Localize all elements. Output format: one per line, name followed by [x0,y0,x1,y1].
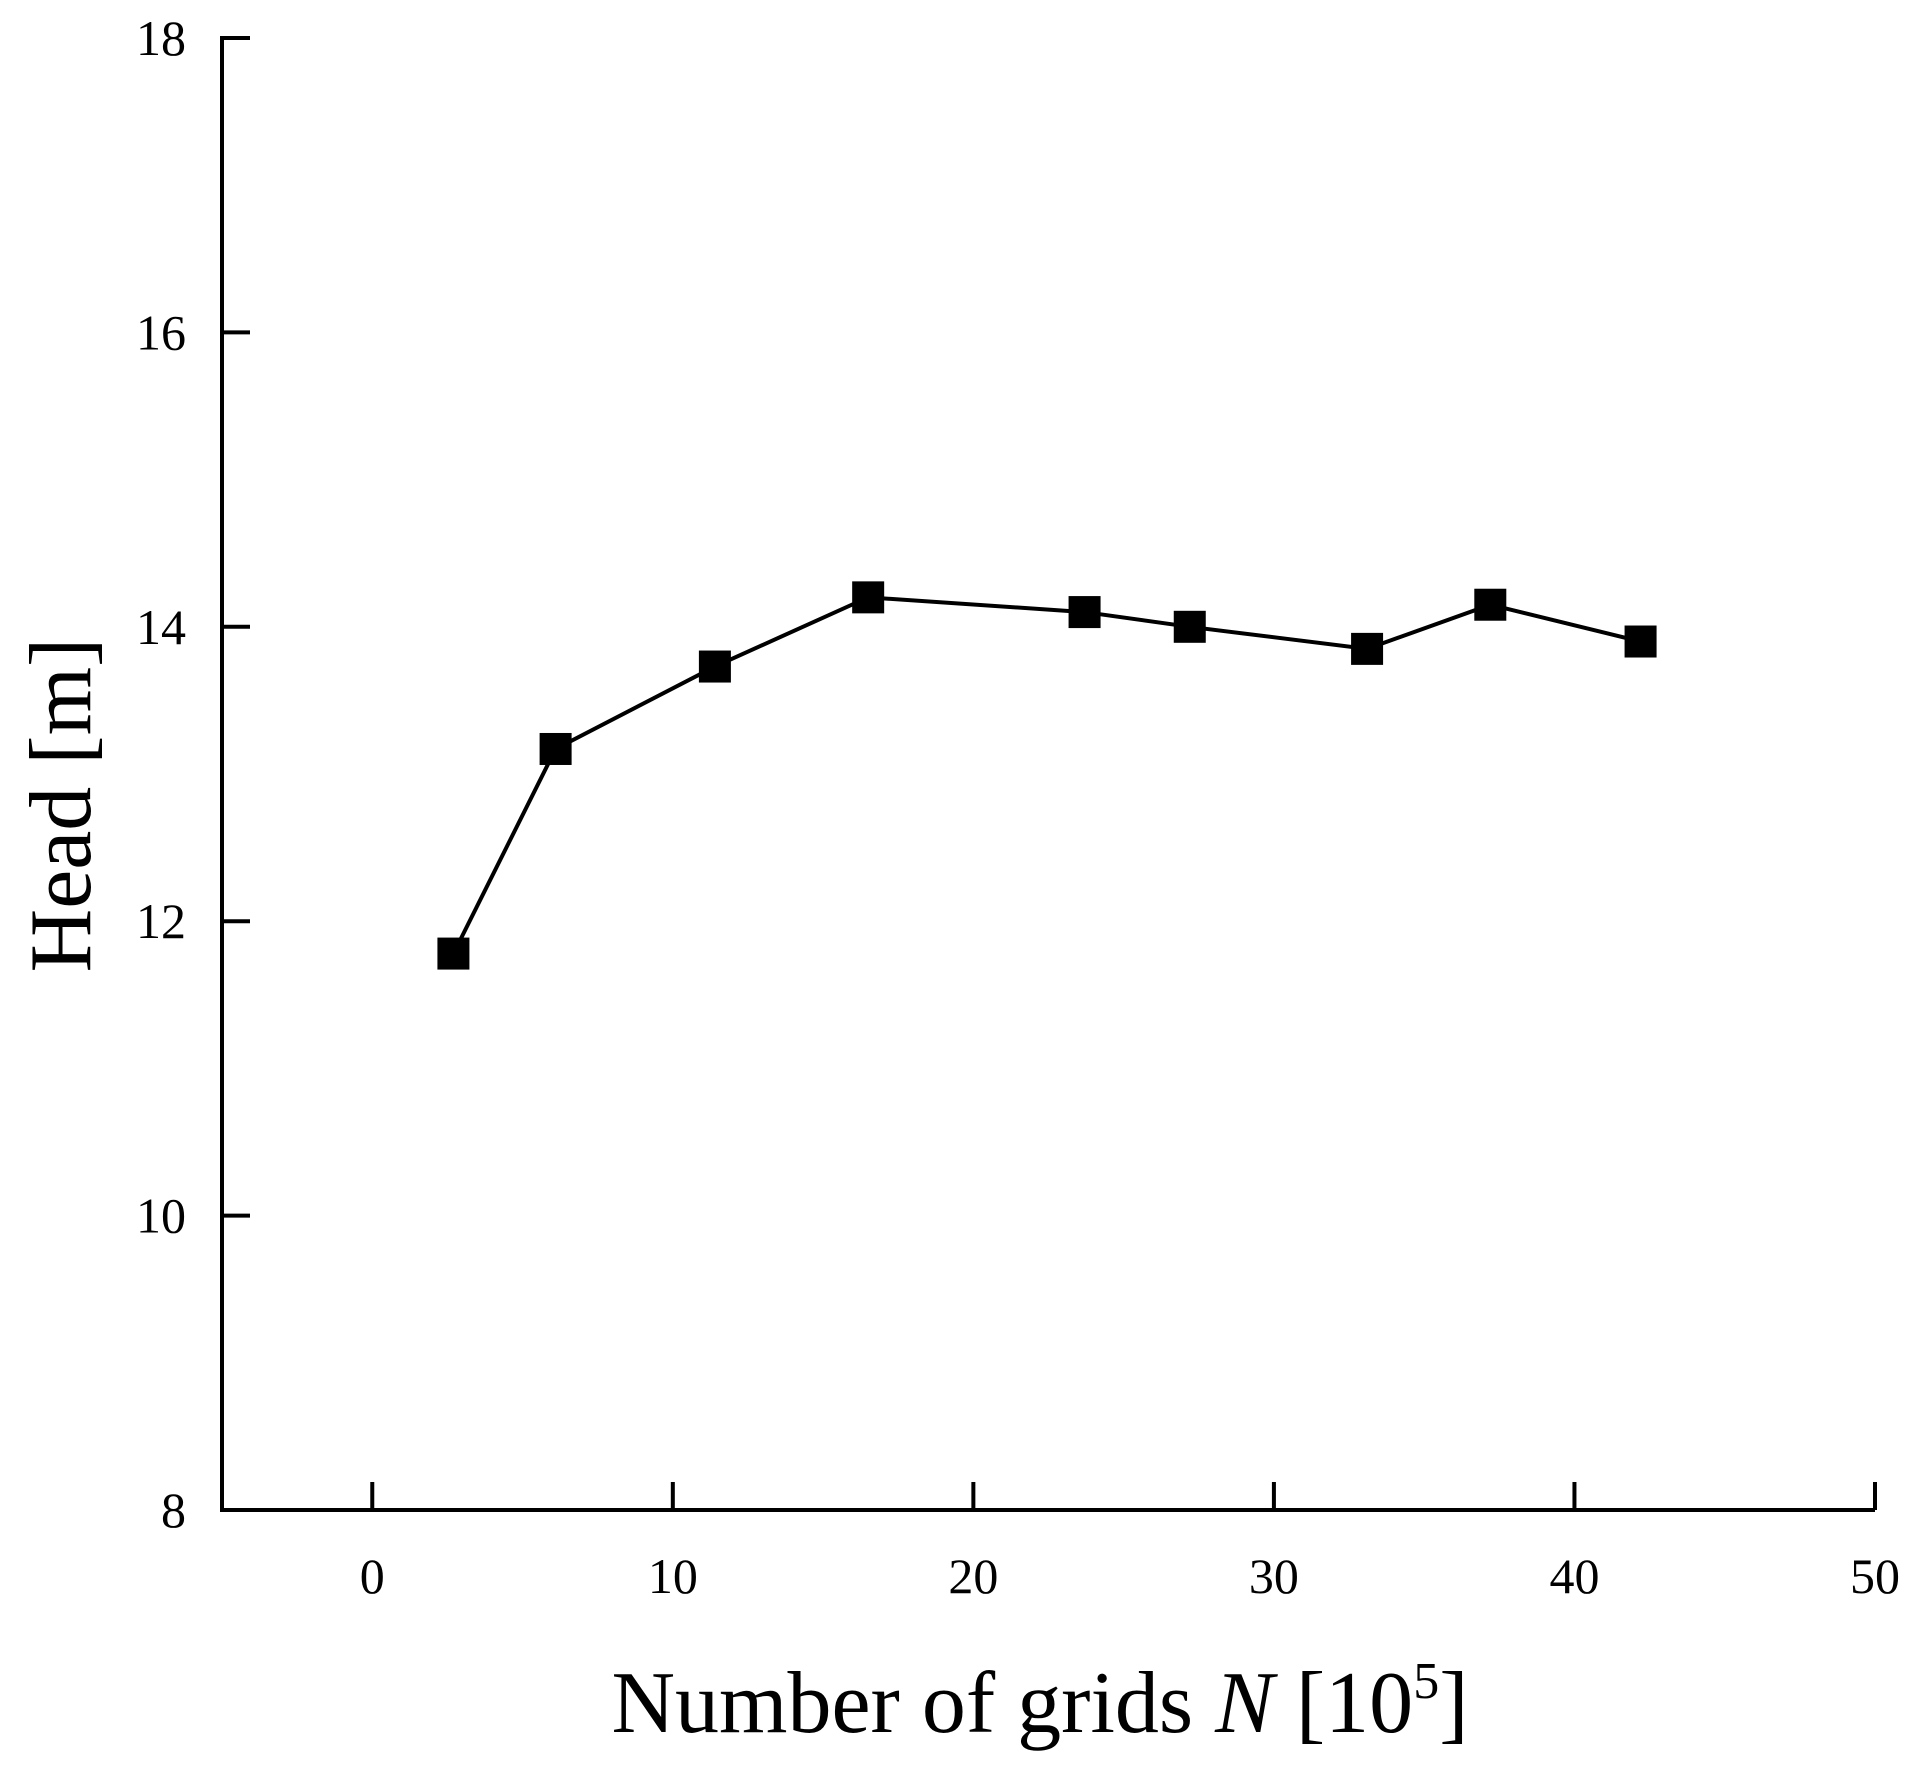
data-point-marker [1624,625,1657,658]
series-line [451,595,1642,955]
x-tick-label: 40 [1549,1548,1599,1604]
data-point-marker [1474,588,1507,621]
x-axis-title-text: Number of grids [612,1655,1194,1752]
y-axis-title: Head [m] [13,638,110,973]
data-point-marker [1351,632,1384,665]
x-tick-label: 0 [360,1548,385,1604]
y-tick-label: 18 [136,10,186,66]
x-tick-label: 50 [1850,1548,1900,1604]
y-tick-label: 16 [136,304,186,360]
data-point-marker [539,732,572,765]
data-point-marker [1173,610,1206,643]
data-point-marker [852,581,885,614]
data-point-marker [1068,596,1101,629]
x-axis-title: Number of grids N [105] [612,1653,1469,1752]
data-point-marker [698,650,731,683]
y-tick-label: 14 [136,599,186,655]
axes [220,36,1875,1512]
x-axis-unit-close: ] [1439,1655,1468,1752]
x-axis-unit-exponent: 5 [1413,1653,1439,1710]
x-tick-label: 10 [648,1548,698,1604]
series [437,581,1657,970]
data-point-marker [437,937,470,970]
y-tick-label: 10 [136,1188,186,1244]
ticks: 8 10 12 14 16 18 0 10 20 30 40 50 [136,10,1900,1604]
x-axis-unit-open: [10 [1296,1655,1413,1752]
x-tick-label: 30 [1249,1548,1299,1604]
y-tick-label: 12 [136,893,186,949]
y-tick-label: 8 [161,1482,186,1538]
x-axis-variable: N [1214,1655,1278,1752]
x-tick-label: 20 [948,1548,998,1604]
